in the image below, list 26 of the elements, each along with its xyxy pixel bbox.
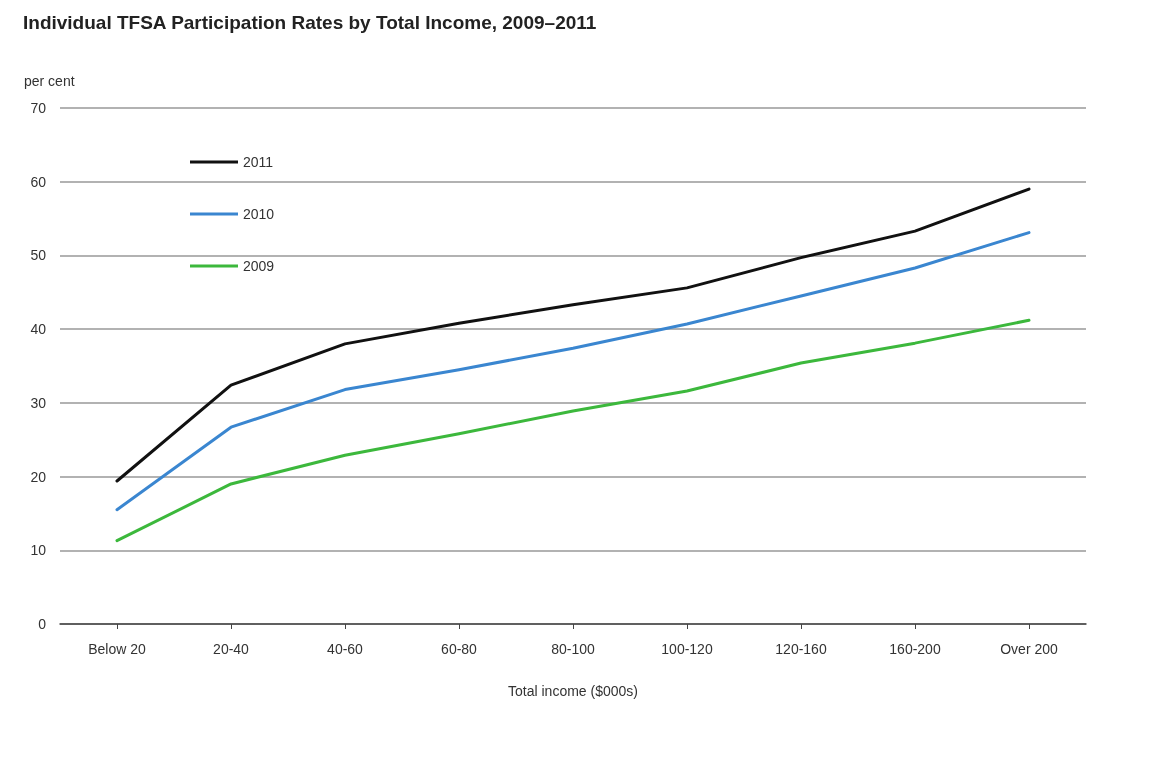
y-tick-label: 10 bbox=[30, 542, 47, 559]
x-tick-label: 100-120 bbox=[661, 641, 713, 657]
line-series bbox=[115, 318, 1031, 543]
y-tick-label: 70 bbox=[30, 100, 47, 116]
x-tick-label: Over 200 bbox=[1000, 641, 1058, 657]
legend-label: 2009 bbox=[243, 258, 275, 274]
legend-label: 2010 bbox=[243, 206, 275, 222]
chart-title: Individual TFSA Participation Rates by Total Income, 2009–2011 bbox=[23, 12, 597, 33]
x-tick-label: 20-40 bbox=[213, 641, 250, 657]
y-tick-label: 30 bbox=[30, 394, 47, 411]
line-series bbox=[115, 231, 1031, 512]
y-tick-label: 60 bbox=[30, 173, 47, 190]
y-tick-label: 50 bbox=[30, 247, 47, 264]
x-tick-label: 160-200 bbox=[889, 641, 941, 657]
y-axis-title: per cent bbox=[24, 73, 75, 89]
x-axis-title: Total income ($000s) bbox=[508, 683, 638, 699]
y-tick-label: 0 bbox=[38, 616, 47, 632]
y-tick-label: 40 bbox=[30, 321, 47, 338]
legend-label: 2011 bbox=[243, 154, 274, 170]
x-tick-label: 120-160 bbox=[775, 641, 827, 657]
x-tick-label: 40-60 bbox=[327, 641, 364, 657]
x-tick-label: 80-100 bbox=[551, 641, 596, 657]
x-tick-label: Below 20 bbox=[88, 641, 147, 657]
y-tick-label: 20 bbox=[30, 468, 47, 485]
x-tick-label: 60-80 bbox=[441, 641, 478, 657]
line-series bbox=[115, 187, 1031, 483]
